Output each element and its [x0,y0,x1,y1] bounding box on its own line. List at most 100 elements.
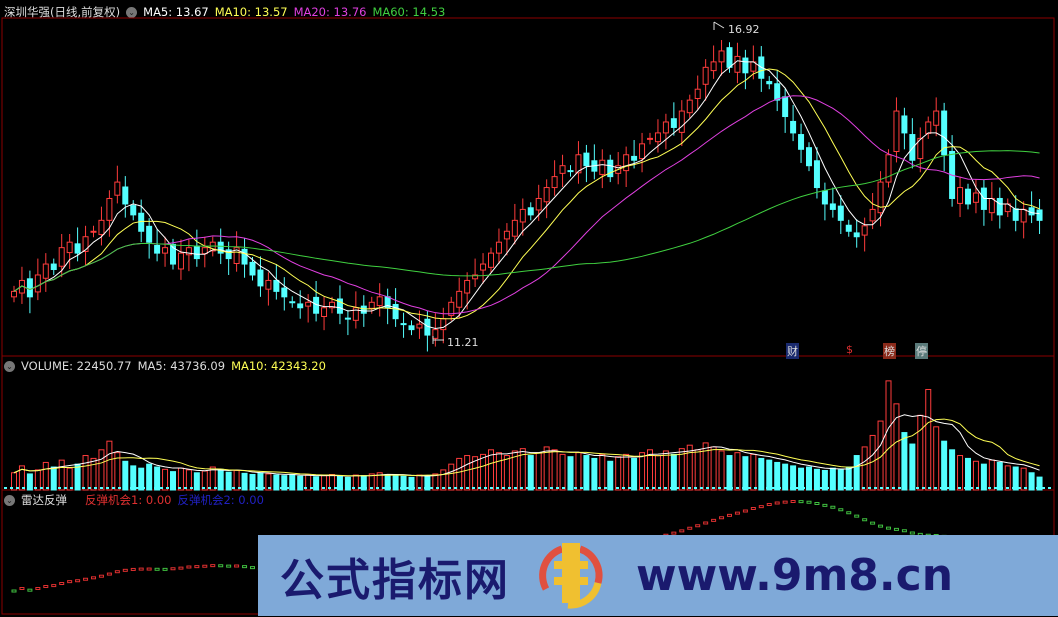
indicator-dot [154,567,160,571]
candle-body [853,232,860,238]
indicator-dot [798,500,804,504]
chevron-down-icon[interactable]: ⌄ [4,494,15,506]
candle-body [480,263,487,271]
candle-body [718,50,725,63]
indicator-border-dot [1048,487,1051,489]
indicator-border-dot [148,487,151,489]
indicator-dot [106,572,112,576]
candle-body [114,181,121,196]
indicator-border-dot [514,487,517,489]
indicator-border-dot [166,487,169,489]
indicator-border-dot [868,487,871,489]
candle-body [662,121,669,134]
tag-suspend[interactable]: 停 [915,343,928,359]
indicator-border-dot [466,487,469,489]
indicator-border-dot [46,487,49,489]
candle-body [527,207,534,216]
indicator-border-dot [760,487,763,489]
indicator-dot [774,501,780,505]
indicator-border-dot [856,487,859,489]
volume-bar [845,466,852,491]
tag-ranking[interactable]: 榜 [883,343,896,359]
indicator-border-dot [442,487,445,489]
indicator-dot [830,505,836,509]
volume-bar [798,467,805,491]
volume-bar [718,450,725,491]
volume-bar [861,446,868,491]
indicator-border-dot [142,487,145,489]
indicator-name[interactable]: 雷达反弹 [21,493,67,507]
indicator-dot [91,576,96,580]
banner-url: www.9m8.cn [636,550,954,601]
candle-body [98,219,105,236]
indicator-border-dot [658,487,661,489]
indicator-border-dot [634,487,637,489]
candle-body [185,247,192,256]
indicator-border-dot [1018,487,1021,489]
indicator-dot [886,526,891,530]
volume-bar [750,453,757,491]
watermark-banner: 公式指标网 www.9m8.cn [258,535,1058,616]
candle-body [694,88,701,99]
indicator-border-dot [238,487,241,489]
indicator-dot [98,574,104,578]
indicator-dot [67,580,73,584]
indicator-dot [186,565,192,569]
indicator-border-dot [16,487,19,489]
volume-bar [368,473,375,491]
volume-bar [1020,467,1027,491]
volume-bar [1004,465,1011,491]
volume-bar [893,403,900,491]
indicator-border-dot [22,487,25,489]
volume-bar [647,449,653,491]
volume-bar [829,467,836,491]
indicator-border-dot [640,487,643,489]
candle-body [678,110,685,133]
ma60-line [13,150,1040,292]
indicator-border-dot [358,487,361,489]
indicator-border-dot [136,487,139,489]
volume-bar [58,459,65,491]
indicator-line2: 反弹机会2: 0.00 [177,493,264,507]
indicator-border-dot [316,487,319,489]
indicator-border-dot [154,487,157,489]
stock-title[interactable]: 深圳华强(日线,前复权) [4,5,121,19]
volume-bar [599,453,606,491]
volume-bar [949,449,956,491]
candle-body [647,137,653,140]
indicator-border-dot [700,487,703,489]
indicator-dot [862,518,868,522]
candle-body [472,274,479,280]
indicator-border-dot [898,487,901,489]
tag-dividend[interactable]: $ [846,343,853,356]
candle-body [464,279,471,294]
chevron-down-icon[interactable]: ⌄ [4,360,15,372]
candle-body [901,115,908,134]
tag-finance[interactable]: 财 [786,343,799,359]
indicator-border-dot [328,487,331,489]
indicator-border-dot [412,487,415,489]
indicator-border-dot [304,487,307,489]
volume-bar [376,472,383,491]
volume-bar [329,473,335,491]
candle-body [336,298,343,314]
candle-body [344,317,351,320]
indicator-dot [234,564,240,568]
candle-body [893,110,900,152]
indicator-border-dot [988,487,991,489]
indicator-dot [218,564,224,568]
indicator-border-dot [112,487,115,489]
indicator-border-dot [322,487,325,489]
candle-body [710,61,717,72]
indicator-border-dot [742,487,745,489]
indicator-border-dot [1012,487,1015,489]
candle-body [432,329,439,339]
indicator-dot [122,568,128,572]
indicator-border-dot [526,487,529,489]
chevron-down-icon[interactable]: ⌄ [126,6,138,18]
volume-bar [225,471,232,491]
candle-body [392,303,399,320]
volume-bar [209,466,216,491]
candle-body [782,96,789,118]
